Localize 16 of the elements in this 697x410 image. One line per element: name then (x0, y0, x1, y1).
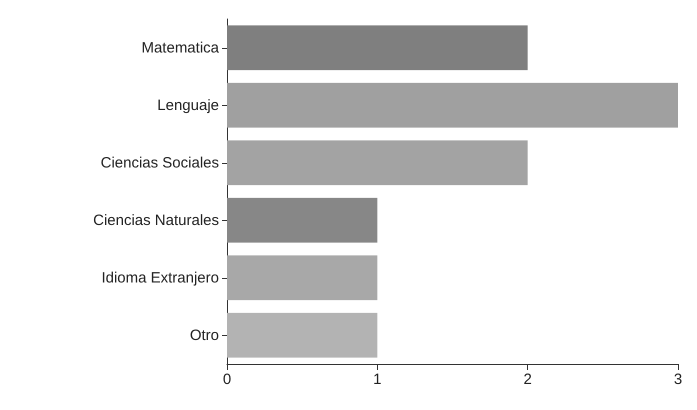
x-tick-label: 3 (674, 371, 682, 388)
x-tick-label: 2 (523, 371, 532, 388)
bar (227, 255, 378, 300)
x-tick-label: 0 (222, 371, 232, 388)
x-tick-label: 1 (373, 371, 382, 388)
y-tick-label: Lenguaje (157, 96, 219, 114)
y-tick-label: Idioma Extranjero (101, 269, 219, 286)
bar (227, 82, 678, 128)
bar (227, 140, 528, 186)
y-tick-label: Matematica (141, 39, 220, 56)
bar (227, 198, 378, 243)
y-tick-label: Otro (190, 326, 219, 344)
y-tick-label: Ciencias Naturales (93, 212, 219, 229)
y-tick-label: Ciencias Sociales (100, 154, 219, 172)
bar (227, 25, 528, 70)
bar (227, 312, 378, 358)
